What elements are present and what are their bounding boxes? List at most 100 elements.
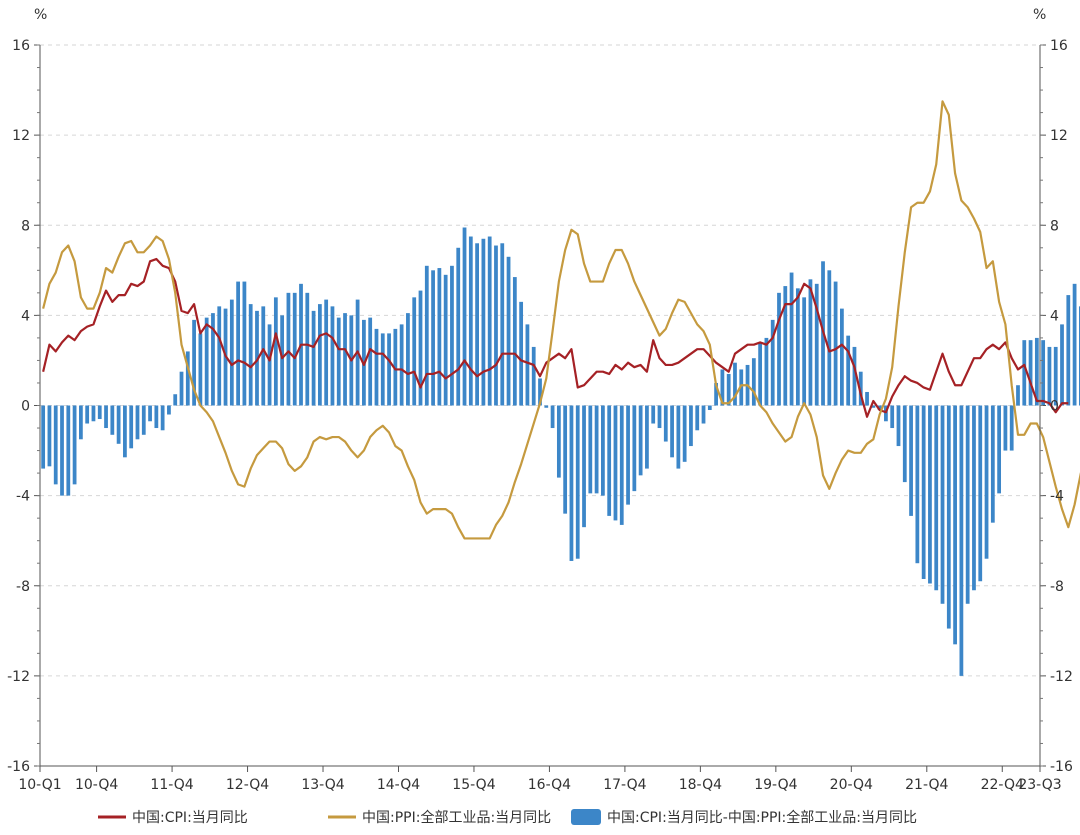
bar: [1047, 346, 1052, 406]
bar: [795, 288, 800, 406]
bar: [619, 405, 624, 525]
bar: [173, 394, 178, 406]
bar: [91, 405, 96, 422]
y-axis-left-unit: %: [34, 7, 47, 23]
bar: [871, 405, 876, 408]
bar: [261, 306, 266, 406]
bar: [41, 405, 46, 469]
bar: [884, 405, 888, 422]
y-axis-right-unit: %: [1033, 7, 1046, 23]
bar: [1016, 385, 1020, 406]
x-tick-label: 19-Q4: [754, 777, 797, 793]
bar: [148, 405, 152, 422]
bar: [500, 243, 505, 406]
bar: [412, 297, 417, 406]
y-tick-label-left: -16: [7, 759, 30, 775]
bar: [292, 292, 297, 406]
y-tick-label-left: 0: [21, 399, 30, 415]
bar: [160, 405, 165, 431]
bar: [154, 405, 159, 429]
bar: [890, 405, 895, 429]
bar: [443, 274, 448, 406]
bar: [311, 310, 316, 406]
bar: [494, 245, 498, 406]
bar: [953, 405, 957, 645]
bar: [1028, 340, 1033, 406]
bar: [972, 405, 976, 591]
bar: [462, 227, 467, 406]
bar: [770, 319, 775, 406]
y-tick-label-right: -4: [1050, 489, 1064, 505]
bar: [53, 405, 58, 485]
bar: [198, 333, 203, 406]
y-axis-left-ticks: 16 12 8 4 0 -4 -8 -12 -16: [7, 38, 40, 775]
bar: [393, 328, 398, 406]
series-line: [42, 100, 1080, 540]
bar: [959, 405, 964, 676]
bar: [368, 317, 373, 406]
bar: [406, 313, 410, 406]
bar: [456, 247, 461, 406]
bar: [670, 405, 674, 458]
bar: [47, 405, 52, 467]
bar: [60, 405, 64, 496]
bar: [896, 405, 901, 447]
bar: [701, 405, 706, 424]
bar: [638, 405, 643, 476]
bar: [808, 279, 813, 406]
bar: [965, 405, 970, 604]
bar: [104, 405, 108, 429]
bar: [626, 405, 630, 505]
bar: [97, 405, 102, 420]
bar: [538, 378, 542, 406]
bar: [934, 405, 939, 591]
bar: [167, 405, 171, 415]
bar: [990, 405, 995, 523]
bar: [1034, 337, 1039, 406]
legend: 中国:CPI:当月同比 中国:PPI:全部工业品:当月同比 中国:CPI:当月同比-…: [98, 809, 917, 826]
bar: [475, 243, 479, 406]
bar: [336, 317, 341, 406]
bar: [286, 292, 291, 406]
bar: [720, 369, 725, 406]
bar: [450, 265, 454, 406]
bar: [531, 346, 536, 406]
bar: [588, 405, 593, 494]
bar: [506, 256, 511, 406]
bar: [915, 405, 920, 564]
bar: [858, 371, 863, 406]
y-tick-label-right: 0: [1050, 399, 1059, 415]
bar: [802, 297, 807, 406]
y-tick-label-left: 12: [12, 128, 30, 144]
bar: [550, 405, 555, 429]
bar: [512, 277, 517, 406]
x-tick-label: 22-Q4: [981, 777, 1024, 793]
bar: [1009, 405, 1014, 451]
bar: [1078, 306, 1080, 406]
bar: [651, 405, 656, 424]
x-tick-label: 16-Q4: [528, 777, 571, 793]
y-tick-label-right: 8: [1050, 218, 1059, 234]
bar: [676, 405, 681, 469]
x-tick-label: 17-Q4: [603, 777, 646, 793]
bar: [217, 306, 222, 406]
bar: [123, 405, 127, 458]
bar: [758, 342, 763, 406]
x-tick-label: 15-Q4: [452, 777, 495, 793]
bar: [343, 313, 347, 406]
bar: [280, 315, 285, 406]
bar: [714, 382, 718, 406]
bar: [733, 362, 737, 406]
y-tick-label-left: 4: [21, 308, 30, 324]
x-tick-label: 20-Q4: [830, 777, 873, 793]
bar: [789, 272, 794, 406]
bar: [399, 324, 404, 406]
bar: [777, 292, 781, 406]
y-axis-right-ticks: 16 12 8 4 0 -4 -8 -12 -16: [1040, 38, 1073, 775]
bar: [840, 308, 844, 406]
bar: [921, 405, 926, 579]
bar: [764, 337, 769, 406]
bar: [984, 405, 989, 559]
legend-label: 中国:PPI:全部工业品:当月同比: [362, 809, 551, 826]
